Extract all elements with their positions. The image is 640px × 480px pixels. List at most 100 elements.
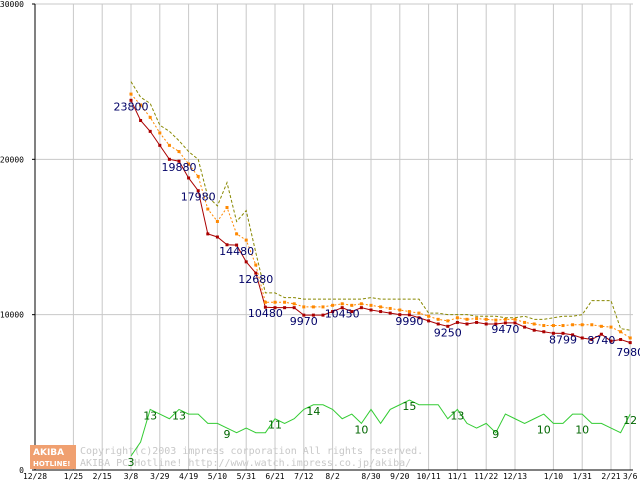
min-price-point	[254, 271, 258, 275]
min-price-point	[388, 311, 392, 315]
x-tick-label: 4/19	[179, 472, 198, 480]
min-price-point	[350, 310, 354, 314]
min-price-point	[494, 322, 498, 326]
min-price-point	[177, 159, 181, 163]
avg-price-point	[436, 317, 440, 321]
min-price-point	[292, 306, 296, 310]
min-price-point	[235, 243, 239, 247]
min-price-label: 9970	[290, 315, 318, 328]
x-tick-label: 9/20	[390, 472, 409, 480]
x-tick-label: 3/6	[623, 472, 638, 480]
x-tick-label: 8/30	[361, 472, 380, 480]
avg-price-point	[398, 308, 402, 312]
min-price-label: 9990	[395, 315, 423, 328]
min-price-label: 8799	[549, 333, 577, 346]
min-price-label: 8740	[587, 334, 615, 347]
min-price-point	[196, 189, 200, 193]
avg-price-point	[599, 324, 603, 328]
avg-price-point	[302, 305, 306, 309]
avg-price-point	[244, 238, 248, 242]
avg-price-point	[513, 317, 517, 321]
akiba-logo-bottom: HOTLINE!	[33, 460, 70, 468]
avg-price-point	[532, 322, 536, 326]
avg-price-point	[446, 319, 450, 323]
x-tick-label: 2/21	[601, 472, 620, 480]
avg-price-point	[379, 305, 383, 309]
akiba-logo	[30, 445, 76, 469]
x-tick-label: 1/31	[573, 472, 592, 480]
shop-count-label: 10	[537, 423, 551, 436]
avg-price-point	[215, 219, 219, 223]
min-price-label: 17980	[181, 191, 216, 204]
y-tick-label: 30000	[0, 0, 24, 9]
avg-price-point	[523, 320, 527, 324]
avg-price-point	[321, 305, 325, 309]
min-price-point	[599, 332, 603, 336]
min-price-point	[321, 313, 325, 317]
avg-price-point	[580, 323, 584, 327]
site-watermark: AKIBA HOTLINE! Copyright(c)2003 impress …	[30, 445, 423, 469]
akiba-logo-top: AKIBA	[33, 448, 64, 458]
avg-price-point	[235, 232, 239, 236]
avg-price-point	[628, 336, 632, 340]
x-tick-label: 1/25	[64, 472, 83, 480]
shop-count-label: 15	[402, 400, 416, 413]
avg-price-point	[139, 103, 143, 107]
min-price-point	[561, 331, 565, 335]
min-price-point	[532, 328, 536, 332]
min-price-point	[619, 338, 623, 342]
avg-price-point	[590, 323, 594, 327]
avg-price-point	[571, 323, 575, 327]
y-tick-label: 10000	[0, 311, 24, 320]
min-price-point	[187, 176, 191, 180]
min-price-point	[206, 232, 210, 236]
y-tick-label: 20000	[0, 155, 24, 164]
x-tick-label: 1/10	[544, 472, 563, 480]
shop-count-label: 14	[306, 405, 320, 418]
min-price-point	[542, 330, 546, 334]
min-price-point	[427, 319, 431, 323]
min-price-point	[359, 306, 363, 310]
site-url-text: AKIBA PC Hotline! http://www.watch.impre…	[80, 458, 411, 469]
y-axis-tick-labels: 0 10000 20000 30000	[0, 0, 35, 475]
shop-count-label: 10	[354, 423, 368, 436]
x-tick-label: 3/8	[124, 472, 139, 480]
min-price-point	[167, 157, 171, 161]
avg-price-point	[427, 314, 431, 318]
x-tick-label: 11/22	[474, 472, 498, 480]
x-tick-label: 12/28	[23, 472, 47, 480]
min-price-point	[465, 322, 469, 326]
shop-count-label: 10	[575, 423, 589, 436]
axes	[34, 4, 633, 471]
min-price-label: 14480	[219, 245, 254, 258]
x-tick-label: 11/1	[448, 472, 467, 480]
min-price-point	[331, 310, 335, 314]
avg-price-point	[225, 205, 229, 209]
min-price-point	[302, 313, 306, 317]
avg-price-point	[196, 174, 200, 178]
min-price-point	[273, 306, 277, 310]
min-price-point	[590, 338, 594, 342]
shop-count-label: 9	[224, 428, 231, 441]
shop-count-label: 13	[172, 409, 186, 422]
avg-price-point	[340, 302, 344, 306]
min-price-point	[503, 321, 507, 325]
min-price-point	[158, 143, 162, 147]
x-tick-label: 6/21	[265, 472, 284, 480]
avg-price-point	[292, 302, 296, 306]
avg-price-point	[158, 131, 162, 135]
avg-price-point	[263, 300, 267, 304]
min-price-label: 9470	[491, 323, 519, 336]
avg-price-point	[417, 311, 421, 315]
min-price-point	[571, 333, 575, 337]
shop-count-labels: 3 13 13 9 11 14 10 15 13 9 10 10 12	[128, 400, 638, 469]
avg-price-point	[148, 115, 152, 119]
min-price-label: 9250	[434, 326, 462, 339]
avg-price-point	[206, 207, 210, 211]
min-price-point	[398, 313, 402, 317]
y-tick-label: 0	[19, 466, 24, 475]
min-price-point	[148, 129, 152, 133]
min-price-point	[369, 308, 373, 312]
min-price-point	[244, 260, 248, 264]
shop-count-label: 13	[450, 409, 464, 422]
